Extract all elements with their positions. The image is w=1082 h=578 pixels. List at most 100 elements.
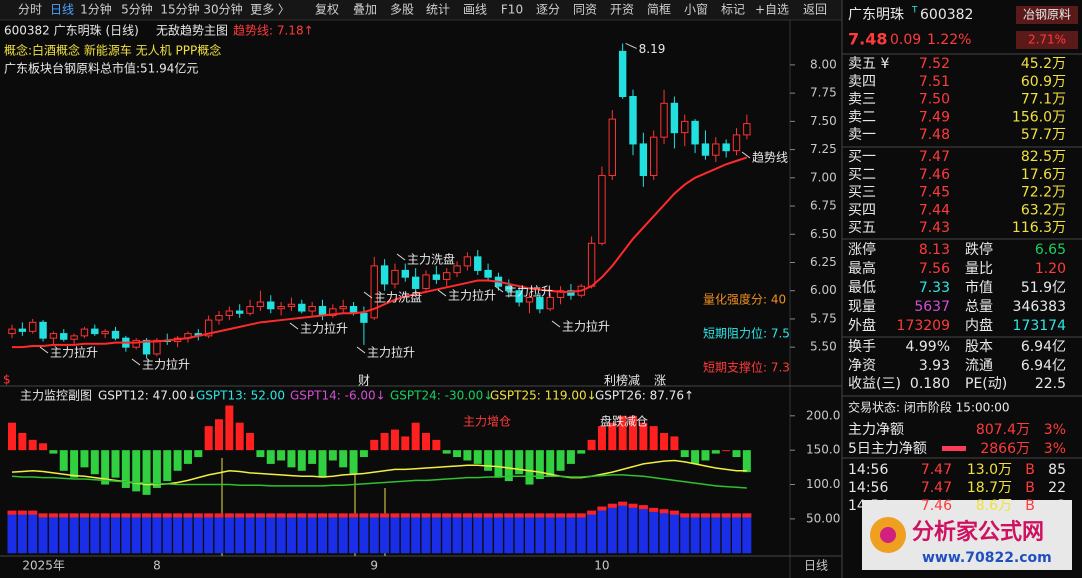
volume-bar xyxy=(90,513,100,554)
toolbar-button[interactable]: 叠加 xyxy=(353,3,377,17)
toolbar-button[interactable]: 更多 〉 xyxy=(250,3,290,17)
toolbar-button[interactable]: 逐分 xyxy=(536,3,560,17)
toolbar-button[interactable]: 统计 xyxy=(426,3,450,17)
volume-bar xyxy=(193,513,203,554)
candle-body xyxy=(308,306,316,312)
volume-bar-cap xyxy=(162,513,172,518)
flow-pct: 3% xyxy=(1044,441,1066,457)
candle-body xyxy=(629,96,637,145)
volume-bar-cap xyxy=(79,513,89,518)
toolbar-button[interactable]: 15分钟 xyxy=(160,2,199,17)
stat-label: 总量 xyxy=(965,299,993,315)
candle-body xyxy=(360,312,368,323)
toolbar-button[interactable]: 开资 xyxy=(610,3,634,17)
volume-bar xyxy=(152,513,162,554)
sub-note: 盘跌减仓 xyxy=(600,414,648,429)
annotation-arrow xyxy=(363,291,373,299)
volume-bar-cap xyxy=(276,513,286,518)
book-price: 7.45 xyxy=(919,185,950,201)
toolbar-button[interactable]: 分时 xyxy=(18,3,42,17)
volume-bar xyxy=(369,513,379,554)
high-pointer xyxy=(625,42,637,49)
histogram-bar xyxy=(359,450,368,458)
volume-bar-cap xyxy=(28,510,38,515)
annotation: 主力拉升 xyxy=(142,357,190,372)
candle-body xyxy=(391,269,399,285)
volume-bar-cap xyxy=(400,513,410,518)
histogram-bar xyxy=(473,450,482,464)
candle-body xyxy=(515,290,523,303)
stat-label: 内盘 xyxy=(965,317,993,334)
volume-bar xyxy=(411,513,421,554)
sector-value: 广东板块台钢原料总市值:51.94亿元 xyxy=(4,61,198,76)
book-label: 卖五 ¥ xyxy=(848,56,889,72)
book-volume: 45.2万 xyxy=(1021,56,1066,72)
stat-value: 4.99% xyxy=(906,339,950,355)
period-label: 日线 xyxy=(804,559,828,573)
toolbar-button[interactable]: 5分钟 xyxy=(121,2,153,17)
toolbar-button[interactable]: 1分钟 xyxy=(80,2,112,17)
toolbar-button[interactable]: 小窗 xyxy=(684,3,708,17)
stat-label: 流通 xyxy=(965,358,993,374)
volume-bar xyxy=(349,513,359,554)
annotation: 主力拉升 xyxy=(367,345,415,360)
tick-price: 7.46 xyxy=(921,498,952,514)
histogram-bar xyxy=(59,450,68,471)
book-label: 买三 xyxy=(848,185,876,201)
toolbar-button[interactable]: 30分钟 xyxy=(203,2,242,17)
volume-bar-cap xyxy=(690,513,700,518)
y-tick-label: 5.50 xyxy=(810,340,837,354)
y-tick-label: 6.25 xyxy=(810,255,837,269)
toolbar-button[interactable]: 日线 xyxy=(50,3,74,17)
toolbar-button[interactable]: 简框 xyxy=(647,3,671,17)
toolbar-button[interactable]: F10 xyxy=(501,3,523,17)
volume-bar xyxy=(742,513,752,554)
volume-bar xyxy=(690,513,700,554)
volume-bar xyxy=(732,513,741,554)
histogram-bar xyxy=(608,422,617,451)
candle-body xyxy=(484,269,492,278)
volume-bar xyxy=(576,513,586,554)
volume-bar-cap xyxy=(535,513,545,518)
sub-legend: GSPT24: -30.00↓ xyxy=(390,389,493,403)
volume-bar xyxy=(680,513,690,554)
histogram-bar xyxy=(629,415,637,451)
histogram-bar xyxy=(246,432,255,451)
toolbar-button[interactable]: 复权 xyxy=(315,3,339,17)
histogram-bar xyxy=(680,450,689,458)
book-label: 卖二 xyxy=(848,109,876,125)
toolbar-button[interactable]: 返回 xyxy=(803,3,827,17)
book-volume: 63.2万 xyxy=(1021,202,1066,218)
tick-time: 14:56 xyxy=(848,498,888,514)
stat-value: 3.93 xyxy=(919,358,950,374)
volume-bar-cap xyxy=(525,513,534,518)
histogram-bar xyxy=(339,450,348,468)
event-marker: 利榜减 xyxy=(604,373,640,388)
toolbar-button[interactable]: 标记 xyxy=(721,3,745,17)
candle-body xyxy=(298,303,306,312)
histogram-bar xyxy=(80,450,89,468)
histogram-bar xyxy=(587,439,596,451)
volume-bar-cap xyxy=(266,513,276,518)
toolbar-button[interactable]: 多股 xyxy=(390,3,414,17)
trend-line xyxy=(12,156,748,349)
event-marker: 涨 xyxy=(654,373,666,388)
volume-bar xyxy=(245,513,255,554)
candle-body xyxy=(142,339,151,355)
flow-value: 2866万 xyxy=(980,441,1030,457)
histogram-bar xyxy=(442,450,451,454)
book-price: 7.49 xyxy=(919,109,950,125)
tick-side: B xyxy=(1025,462,1035,478)
candle-body xyxy=(246,306,254,314)
volume-bar xyxy=(359,513,369,554)
stat-value: 7.56 xyxy=(919,261,950,277)
toolbar-button[interactable]: +自选 xyxy=(755,3,789,17)
book-label: 卖四 xyxy=(848,74,876,90)
toolbar-button[interactable]: 画线 xyxy=(463,3,487,17)
volume-bar-cap xyxy=(255,513,265,518)
volume-bar-cap xyxy=(224,513,234,518)
toolbar-button[interactable]: 同资 xyxy=(573,3,597,17)
candle-body xyxy=(608,118,616,177)
tick-time: 14:56 xyxy=(848,462,888,478)
